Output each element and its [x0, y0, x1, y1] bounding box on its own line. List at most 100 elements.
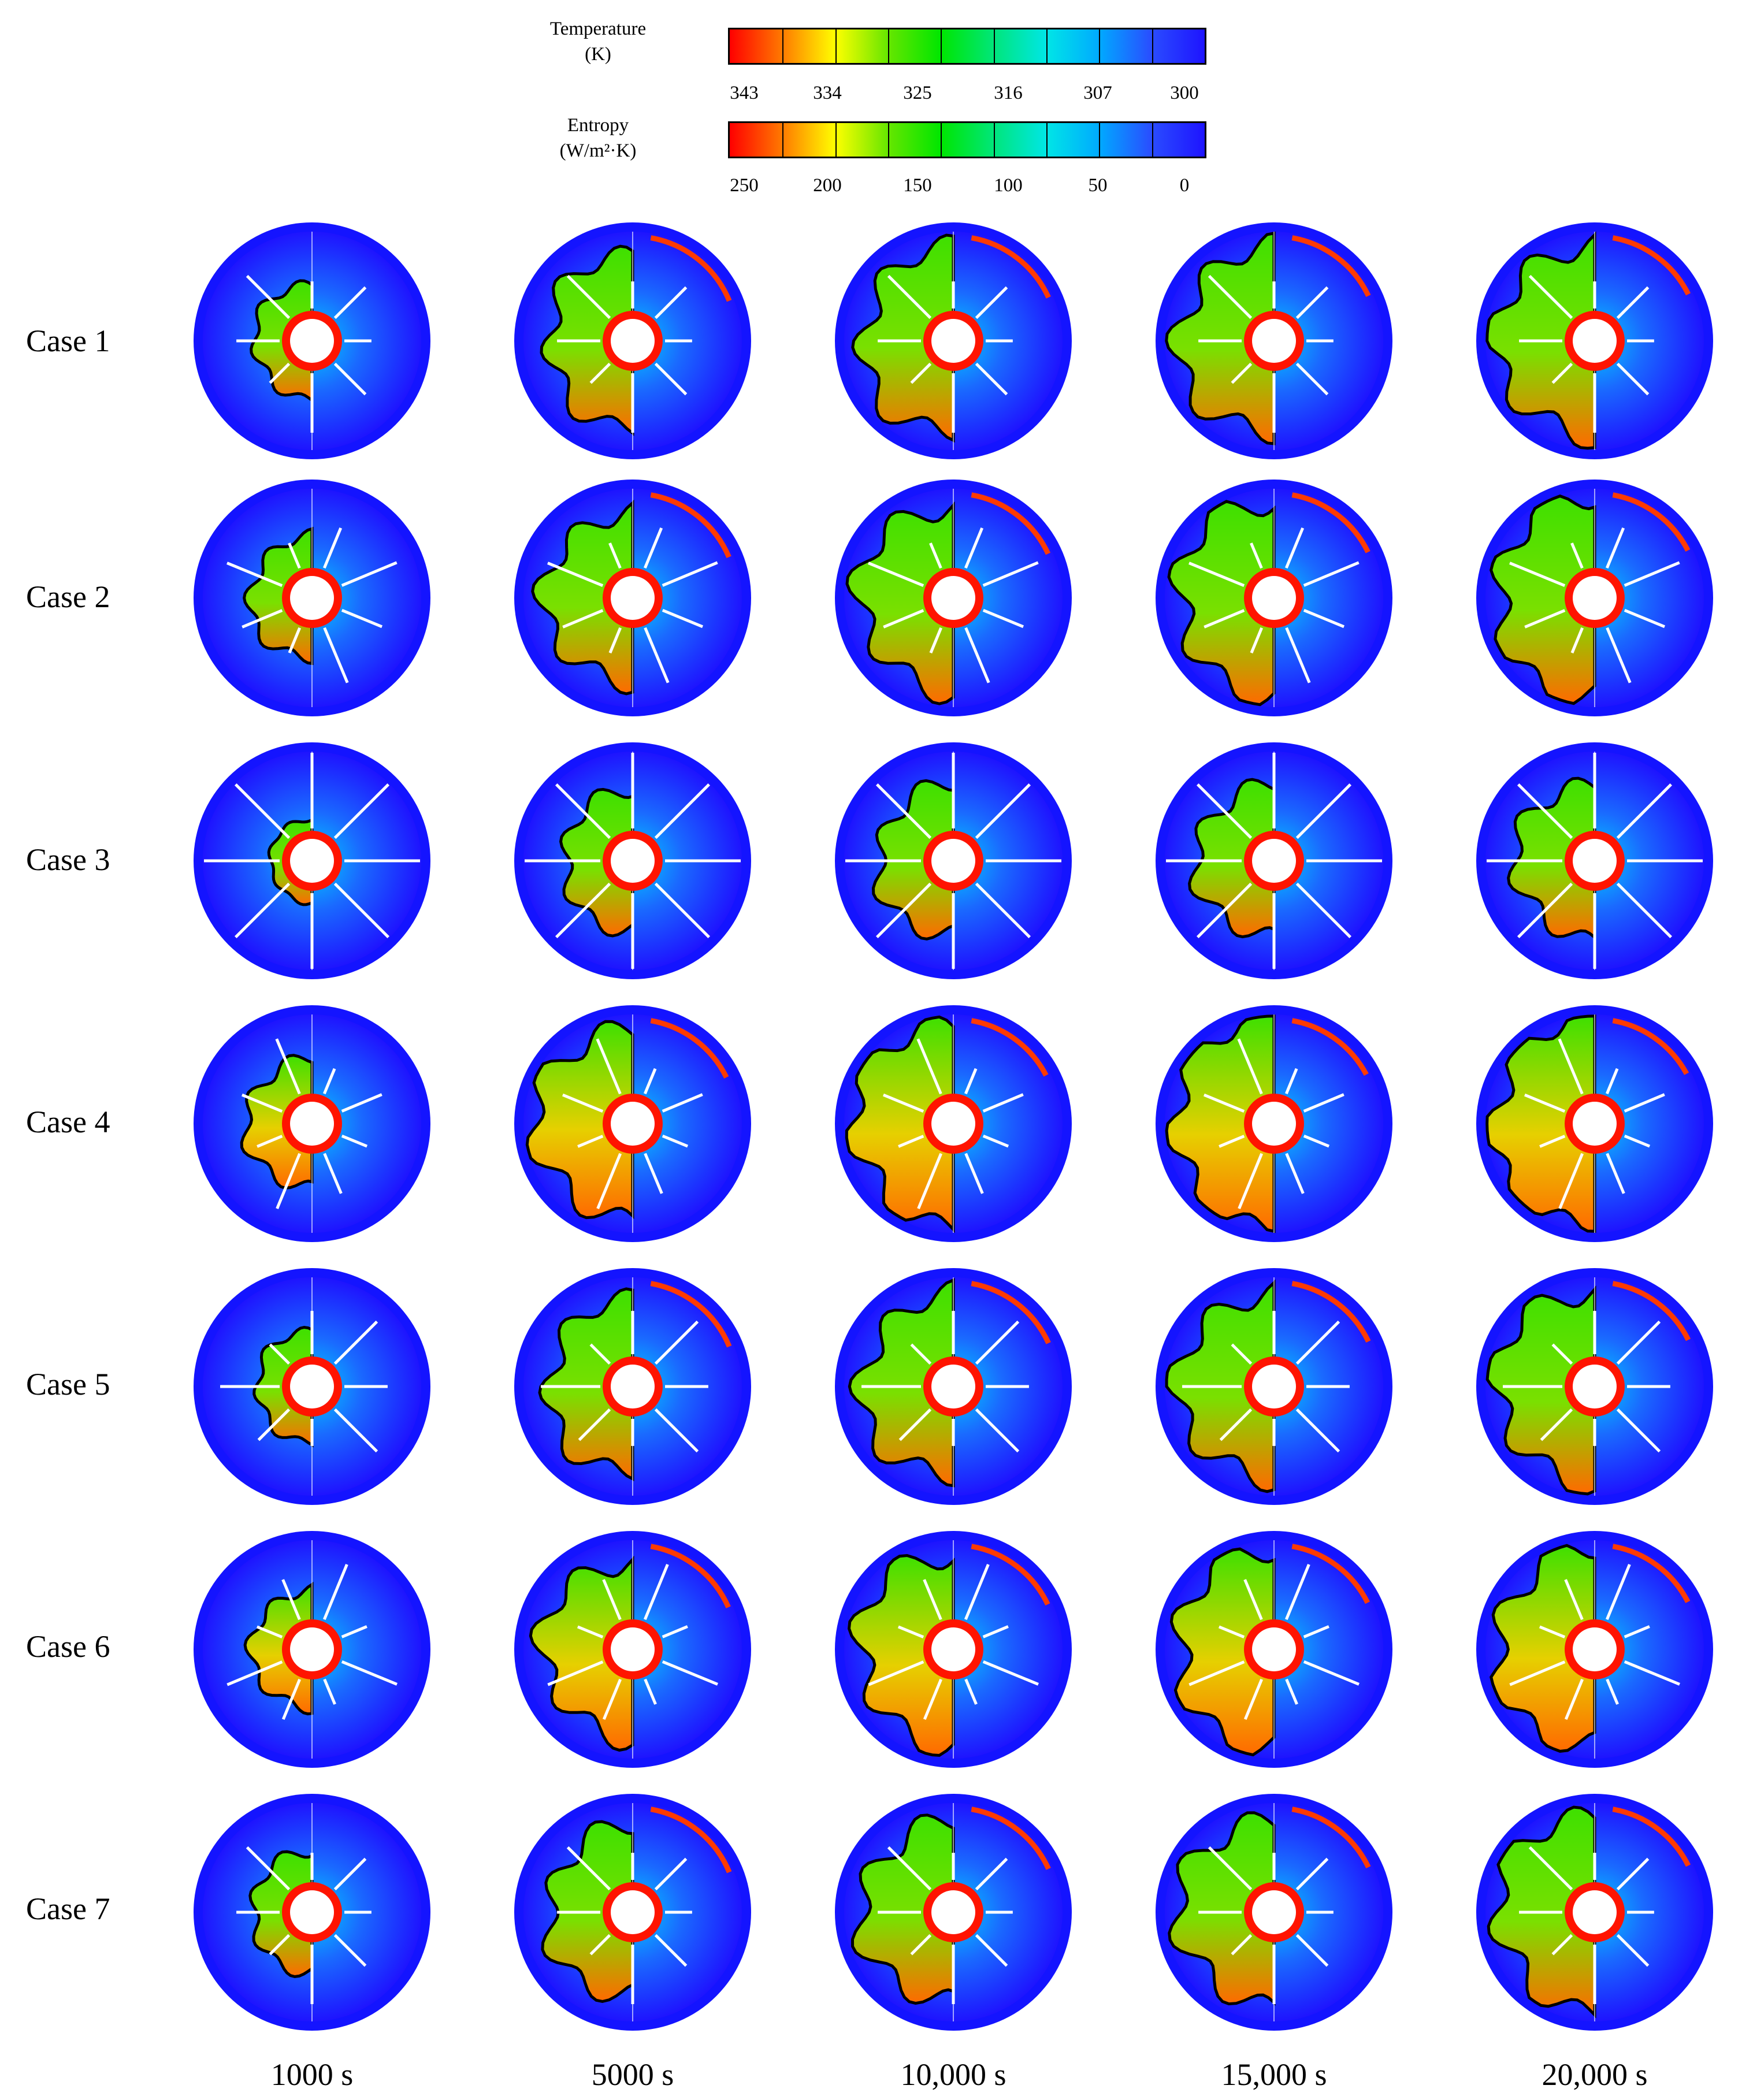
fin	[242, 609, 283, 629]
temperature-colorbar	[728, 28, 1206, 65]
fin	[1528, 1846, 1573, 1891]
fin	[643, 527, 663, 569]
melt-region	[845, 1015, 955, 1233]
fin	[1540, 1408, 1573, 1441]
contour-disk	[194, 1531, 430, 1768]
tube-bore	[1252, 839, 1296, 883]
fin	[589, 1343, 611, 1365]
melt-region	[243, 1581, 314, 1716]
melt-region	[851, 233, 955, 443]
entropy-boundary-arc	[971, 1807, 1051, 1870]
melt-region	[847, 1553, 955, 1757]
fin	[1624, 561, 1680, 587]
contour-disk	[514, 1005, 751, 1242]
contour-disk	[835, 1005, 1072, 1242]
fin	[1570, 542, 1584, 569]
fin	[662, 608, 704, 629]
fin	[1539, 1135, 1566, 1148]
fin	[1197, 783, 1253, 839]
colorbar-divider	[1046, 123, 1048, 157]
fin	[898, 1135, 924, 1148]
fin	[1517, 783, 1573, 839]
fin	[246, 274, 291, 319]
case-label-7: Case 7	[26, 1891, 110, 1926]
fin	[1303, 561, 1360, 587]
fin	[654, 882, 710, 938]
fin	[923, 1678, 943, 1720]
fin	[1509, 562, 1566, 588]
fin	[975, 1934, 1008, 1967]
entropy-boundary-arc	[1291, 235, 1371, 298]
colorbar-divider	[888, 29, 889, 63]
fin	[562, 609, 604, 629]
entropy-legend-title: Entropy (W/m²·K)	[511, 113, 685, 163]
contour-disk	[1476, 1268, 1713, 1505]
tube-bore	[931, 1890, 975, 1934]
fin	[1624, 1625, 1650, 1638]
fin	[1509, 1660, 1566, 1686]
fin	[964, 1153, 984, 1194]
fin	[654, 1857, 688, 1891]
fin	[923, 1579, 942, 1620]
tube-bore	[931, 1102, 975, 1146]
melt-region	[1188, 778, 1276, 939]
fin	[269, 362, 291, 384]
fin	[1616, 362, 1650, 396]
entropy-boundary-arc	[971, 1281, 1051, 1344]
contour-disk	[1476, 1005, 1713, 1242]
fin	[589, 362, 611, 384]
contour-disk	[1156, 1794, 1392, 2031]
time-label-15000s: 15,000 s	[1221, 2057, 1327, 2092]
fin	[887, 1846, 932, 1891]
fin	[1295, 1934, 1329, 1967]
fin	[982, 1093, 1024, 1113]
fin	[1564, 1579, 1584, 1620]
fin	[975, 1408, 1020, 1453]
melt-region	[850, 1813, 955, 2005]
case-label-1: Case 1	[26, 324, 110, 358]
fin	[333, 286, 367, 319]
fin	[1570, 627, 1584, 654]
fin	[964, 1564, 990, 1620]
fin	[1204, 609, 1245, 629]
temperature-tick-label: 343	[730, 83, 759, 103]
fin	[1303, 1660, 1360, 1686]
fin	[1616, 1408, 1661, 1453]
fin	[887, 274, 932, 319]
fin	[269, 1343, 291, 1365]
fin	[341, 1660, 398, 1686]
fin	[246, 1846, 291, 1891]
tube-bore	[1573, 1890, 1617, 1934]
entropy-boundary-arc	[1291, 1018, 1369, 1076]
fin	[882, 1093, 924, 1113]
fin	[288, 542, 301, 569]
tube-bore	[1573, 1627, 1617, 1671]
fin	[235, 783, 291, 839]
tube-bore	[290, 1365, 334, 1408]
fin	[555, 882, 611, 938]
entropy-title-line1: Entropy	[567, 115, 629, 136]
fin	[1285, 1678, 1298, 1705]
fin	[323, 627, 349, 683]
fin	[1606, 1153, 1625, 1194]
fin	[333, 1857, 367, 1891]
tube-bore	[1252, 576, 1296, 620]
fin	[1208, 274, 1253, 319]
fin	[1218, 1625, 1245, 1639]
fin	[555, 783, 611, 839]
contour-disk	[835, 1268, 1072, 1505]
fin	[662, 561, 718, 587]
entropy-title-line2: (W/m²·K)	[559, 140, 637, 161]
fin	[1558, 1038, 1584, 1095]
fin	[1203, 1093, 1245, 1113]
colorbar-divider	[1046, 29, 1048, 63]
contour-disk	[514, 1531, 751, 1768]
fin	[1616, 1934, 1650, 1967]
fin	[333, 1408, 378, 1453]
entropy-tick-label: 200	[813, 175, 842, 196]
case-label-3: Case 3	[26, 842, 110, 877]
contour-disk	[194, 222, 430, 459]
tube-bore	[1252, 319, 1296, 363]
fin	[596, 1038, 622, 1095]
fin	[1551, 1934, 1573, 1956]
